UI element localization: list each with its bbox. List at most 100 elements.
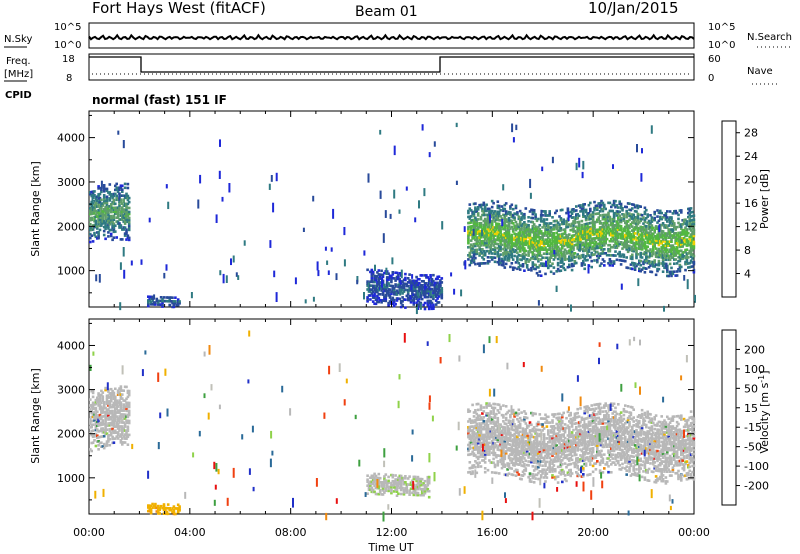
data-cell — [121, 208, 124, 211]
data-cell — [670, 234, 673, 237]
data-cell — [371, 488, 375, 492]
data-cell — [577, 226, 581, 230]
data-cell — [610, 254, 613, 257]
data-cell — [116, 411, 120, 414]
data-cell — [590, 217, 593, 220]
data-cell — [653, 228, 656, 232]
data-cell — [591, 245, 595, 248]
data-cell — [366, 296, 369, 299]
data-cell — [483, 243, 487, 247]
data-cell — [356, 276, 359, 283]
data-cell — [577, 256, 581, 260]
data-cell — [419, 481, 423, 485]
data-cell — [422, 487, 425, 491]
data-cell — [638, 227, 641, 230]
data-cell — [483, 219, 487, 223]
data-cell — [598, 220, 602, 223]
data-cell — [467, 209, 470, 213]
data-cell — [628, 212, 631, 216]
data-cell — [531, 208, 535, 212]
data-cell — [108, 209, 112, 212]
data-cell — [572, 234, 575, 237]
data-cell — [395, 299, 399, 302]
data-cell — [648, 252, 651, 258]
data-cell — [500, 466, 504, 470]
data-cell — [422, 481, 425, 485]
data-cell — [663, 262, 666, 265]
data-cell — [626, 220, 630, 223]
data-cell — [624, 225, 627, 229]
data-cell — [528, 232, 532, 235]
data-cell — [607, 253, 610, 257]
data-cell — [566, 207, 570, 210]
data-cell — [636, 230, 640, 234]
data-cell — [504, 432, 508, 435]
data-cell — [506, 258, 509, 262]
data-cell — [373, 284, 376, 288]
data-cell — [583, 209, 586, 212]
data-cell — [121, 393, 124, 396]
data-cell — [660, 234, 663, 237]
data-cell — [608, 227, 612, 231]
data-cell — [596, 258, 599, 262]
data-cell — [509, 435, 512, 439]
data-cell — [635, 242, 638, 246]
data-cell — [404, 298, 407, 301]
data-cell — [118, 186, 121, 189]
data-cell — [544, 212, 547, 215]
data-cell — [548, 240, 551, 243]
data-cell — [570, 250, 574, 254]
data-cell — [615, 234, 619, 237]
data-cell — [538, 232, 542, 235]
data-cell — [437, 291, 441, 294]
data-cell — [482, 416, 486, 419]
data-cell — [572, 208, 575, 211]
data-cell — [404, 276, 407, 280]
data-cell — [661, 256, 665, 259]
data-cell — [682, 238, 686, 242]
data-cell — [664, 214, 668, 217]
data-cell — [404, 481, 407, 484]
data-cell — [624, 243, 627, 247]
data-cell — [642, 260, 645, 264]
data-cell — [562, 244, 565, 248]
data-cell — [692, 214, 696, 217]
data-cell — [161, 299, 164, 303]
data-cell — [504, 405, 508, 408]
data-cell — [496, 250, 500, 254]
data-cell — [468, 263, 472, 267]
data-cell — [678, 237, 682, 241]
data-cell — [102, 410, 106, 414]
data-cell — [614, 236, 617, 239]
data-cell — [475, 238, 479, 241]
data-cell — [483, 229, 487, 233]
data-cell — [485, 249, 488, 253]
data-cell — [401, 288, 404, 291]
data-cell — [411, 293, 414, 296]
data-cell — [562, 262, 565, 266]
data-cell — [506, 474, 509, 477]
data-cell — [615, 220, 619, 223]
data-cell — [518, 228, 522, 231]
data-cell — [573, 221, 577, 225]
data-cell — [97, 213, 100, 216]
data-cell — [89, 193, 92, 196]
data-cell — [582, 213, 585, 216]
data-cell — [373, 292, 376, 296]
data-cell — [580, 207, 584, 211]
data-cell — [371, 474, 375, 478]
data-cell — [645, 251, 648, 254]
data-cell — [617, 234, 620, 238]
data-cell — [646, 239, 649, 243]
data-cell — [577, 222, 581, 226]
data-cell — [387, 272, 390, 275]
data-cell — [586, 242, 589, 246]
data-cell — [402, 482, 406, 486]
data-cell — [500, 462, 504, 466]
data-cell — [486, 435, 490, 439]
data-cell — [112, 429, 116, 433]
data-cell — [615, 204, 619, 207]
data-cell — [597, 242, 600, 246]
data-cell — [502, 443, 505, 447]
data-cell — [632, 249, 635, 253]
